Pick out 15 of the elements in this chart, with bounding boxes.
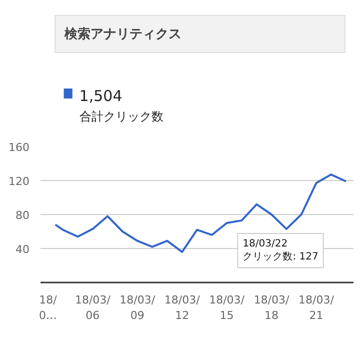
x-tick-label: 18/03/12 <box>164 294 200 322</box>
x-tick-label: 18/0… <box>38 294 58 322</box>
x-tick-label: 18/03/21 <box>298 294 334 322</box>
x-tick-label: 18/03/18 <box>254 294 290 322</box>
x-tick-label: 18/03/15 <box>209 294 245 322</box>
annotation: 18/03/22 クリック数: 127 <box>242 238 318 263</box>
y-tick-label: 80 <box>16 209 30 222</box>
x-tick-label: 18/03/09 <box>120 294 156 322</box>
legend-label: 合計クリック数 <box>79 110 164 124</box>
y-tick-label: 40 <box>16 243 30 256</box>
text: 1,504 <box>79 87 122 105</box>
y-tick-label: 120 <box>8 175 30 188</box>
x-tick-label: 18/03/06 <box>74 294 111 322</box>
chart-title: 検索アナリティクス <box>64 26 182 42</box>
y-tick-label: 160 <box>8 141 30 154</box>
